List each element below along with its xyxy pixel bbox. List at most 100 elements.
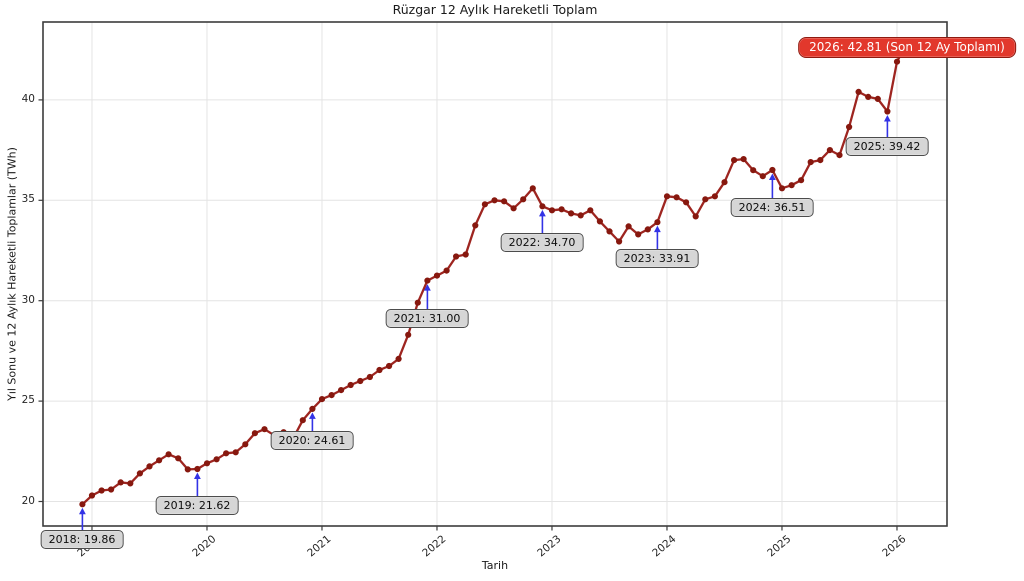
- data-point: [874, 95, 881, 103]
- data-point: [750, 167, 757, 174]
- data-point: [548, 207, 556, 214]
- data-point: [127, 480, 134, 487]
- data-point: [299, 417, 306, 424]
- data-point: [683, 199, 690, 206]
- y-tick-label: 30: [21, 293, 35, 306]
- data-point: [443, 267, 450, 274]
- data-point: [251, 430, 258, 437]
- data-point: [453, 253, 460, 260]
- data-point: [884, 108, 891, 115]
- data-point: [136, 470, 143, 477]
- data-point: [577, 212, 584, 219]
- data-point: [673, 194, 680, 201]
- data-point: [788, 182, 795, 189]
- data-point: [731, 157, 738, 164]
- data-point: [644, 226, 651, 233]
- data-point: [836, 152, 843, 159]
- data-point: [855, 88, 862, 96]
- data-point: [347, 381, 354, 389]
- data-point: [175, 455, 182, 462]
- data-point: [606, 228, 613, 235]
- data-point: [98, 487, 105, 494]
- data-point: [414, 299, 421, 306]
- data-point: [587, 207, 594, 214]
- data-point: [232, 449, 239, 456]
- data-point: [223, 450, 230, 457]
- data-point: [309, 405, 316, 412]
- data-point: [405, 331, 412, 338]
- data-point: [79, 501, 86, 508]
- data-point: [318, 396, 326, 403]
- data-point: [635, 231, 642, 238]
- data-point: [165, 451, 172, 458]
- data-point: [386, 362, 393, 370]
- data-point: [184, 466, 191, 473]
- data-point: [654, 219, 661, 226]
- data-point: [357, 377, 364, 385]
- data-point: [663, 193, 671, 200]
- data-point: [366, 373, 373, 381]
- annotation-arrow-head: [423, 284, 431, 291]
- data-point: [817, 157, 824, 164]
- data-point: [520, 196, 527, 203]
- annotation-arrow-head: [653, 225, 661, 233]
- annotation-arrow-head: [308, 412, 316, 419]
- y-tick-label: 20: [21, 494, 35, 507]
- data-point: [616, 238, 623, 245]
- annotation-arrow-head: [538, 209, 546, 217]
- data-point: [462, 251, 469, 258]
- data-point: [596, 218, 604, 225]
- data-point: [472, 222, 479, 229]
- y-tick-label: 40: [21, 92, 35, 105]
- data-point: [261, 426, 268, 433]
- y-axis-label: Yıl Sonu ve 12 Aylık Hareketli Toplamlar…: [5, 147, 19, 401]
- data-point: [433, 272, 441, 279]
- data-point: [376, 366, 383, 374]
- data-point: [702, 196, 709, 203]
- data-point: [529, 185, 536, 192]
- annotation-arrow-head: [883, 115, 891, 122]
- data-point: [721, 179, 728, 186]
- data-point: [424, 277, 431, 284]
- y-tick-label: 25: [21, 394, 35, 407]
- data-point: [194, 465, 201, 473]
- annotation-year-end: 2020: 24.61: [270, 431, 354, 450]
- data-point: [769, 166, 776, 174]
- data-point: [510, 205, 517, 212]
- data-point: [798, 177, 805, 184]
- data-point: [328, 392, 335, 399]
- data-point: [395, 355, 402, 362]
- axes-frame: [42, 21, 948, 527]
- data-point: [203, 460, 211, 467]
- data-line: [81, 42, 908, 506]
- annotation-year-end: 2024: 36.51: [730, 198, 814, 217]
- data-point: [568, 210, 575, 217]
- data-point: [865, 93, 872, 101]
- data-point: [826, 147, 834, 154]
- annotation-year-end: 2021: 31.00: [385, 309, 469, 328]
- data-point: [501, 198, 508, 205]
- data-point: [338, 387, 345, 394]
- data-point: [491, 197, 498, 204]
- annotation-latest-total: 2026: 42.81 (Son 12 Ay Toplamı): [798, 37, 1016, 58]
- data-point: [117, 479, 124, 486]
- annotation-year-end: 2022: 34.70: [500, 233, 584, 252]
- annotation-year-end: 2019: 21.62: [155, 496, 239, 515]
- x-axis-label: Tarih: [481, 559, 509, 572]
- annotation-arrow-head: [193, 472, 201, 479]
- data-point: [846, 123, 853, 131]
- data-point: [146, 463, 153, 470]
- data-point: [807, 159, 814, 166]
- data-point: [893, 58, 901, 65]
- data-point: [481, 201, 488, 208]
- data-point: [558, 206, 565, 213]
- annotation-year-end: 2025: 39.42: [845, 137, 929, 156]
- data-point: [711, 193, 719, 200]
- data-point: [778, 185, 786, 192]
- annotation-year-end: 2018: 19.86: [40, 530, 124, 549]
- data-point: [759, 173, 766, 180]
- data-point: [625, 223, 632, 230]
- chart-title: Rüzgar 12 Aylık Hareketli Toplam: [392, 2, 598, 17]
